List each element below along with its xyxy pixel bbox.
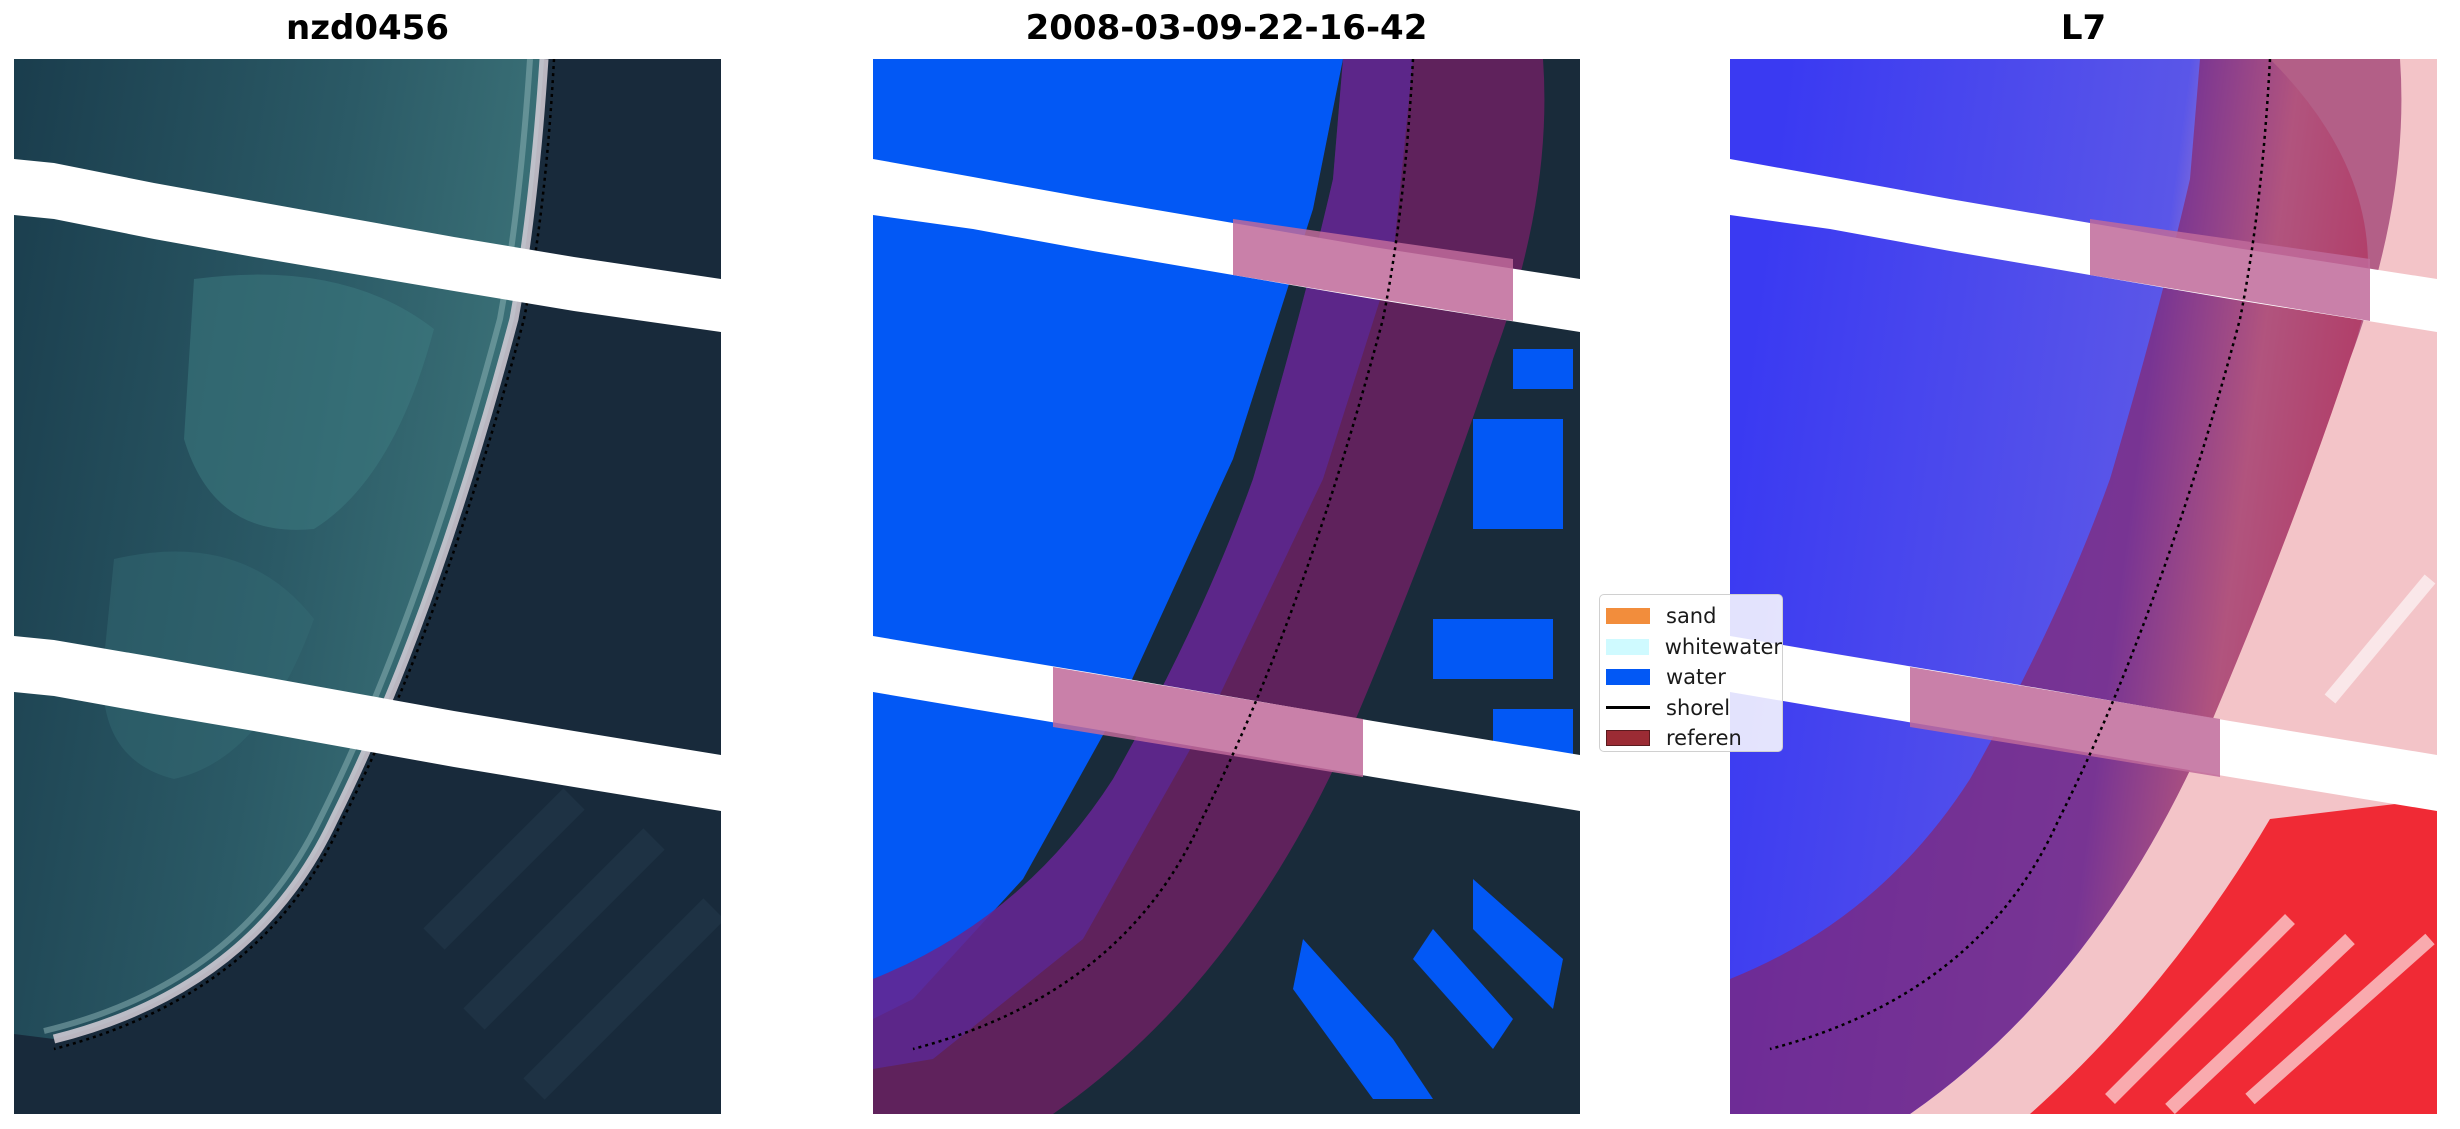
legend-label: shorel (1666, 695, 1731, 720)
legend-item-reference: referen (1606, 723, 1782, 751)
legend-item-water: water (1606, 662, 1782, 693)
index-image (1730, 59, 2437, 1114)
panel-title-rgb: nzd0456 (286, 8, 449, 48)
legend-swatch-whitewater (1606, 638, 1649, 655)
panel-title-classified: 2008-03-09-22-16-42 (1025, 8, 1428, 48)
land-texture (423, 788, 721, 1100)
no-data-stripe (14, 636, 721, 811)
classified-image-panel (873, 59, 1580, 1114)
beach-strip (52, 59, 549, 1044)
panel-title-index: L7 (2060, 8, 2107, 48)
buffer-over-stripe (1910, 667, 2220, 777)
shoreline (912, 59, 1415, 1051)
legend-item-whitewater: whitewater (1606, 632, 1782, 663)
shoreline (53, 59, 556, 1051)
shoreline (1769, 59, 2272, 1051)
water-area (14, 59, 544, 1039)
legend-label: sand (1666, 604, 1717, 629)
surf-strip (43, 59, 533, 1034)
legend-label: referen (1666, 726, 1742, 751)
index-image-panel (1730, 59, 2437, 1114)
legend: sand whitewater water shorel referen (1599, 594, 1783, 752)
shallow-water-patch (102, 551, 314, 779)
rgb-image-panel (14, 59, 721, 1114)
classified-image (873, 59, 1580, 1114)
legend-swatch-reference (1606, 730, 1650, 747)
reference-buffer (1730, 59, 2402, 1114)
buffer-over-stripe (1053, 667, 1363, 777)
legend-line-shoreline (1606, 706, 1650, 710)
buffer-over-stripe (1233, 219, 1513, 321)
legend-label: whitewater (1664, 634, 1782, 659)
legend-item-shoreline: shorel (1606, 693, 1782, 724)
rgb-image (14, 59, 721, 1114)
index-land-streaks (2105, 574, 2436, 1114)
index-land-red (2030, 799, 2437, 1114)
reference-buffer (873, 59, 1545, 1114)
water-class-area (873, 59, 1343, 1019)
legend-item-sand: sand (1606, 601, 1782, 632)
shallow-water-patch (184, 274, 434, 530)
legend-swatch-sand (1606, 608, 1650, 625)
legend-swatch-water (1606, 669, 1650, 686)
no-data-stripe (14, 159, 721, 332)
legend-label: water (1666, 665, 1726, 690)
buffer-over-stripe (2090, 219, 2370, 321)
reference-buffer-left (873, 59, 1413, 1069)
